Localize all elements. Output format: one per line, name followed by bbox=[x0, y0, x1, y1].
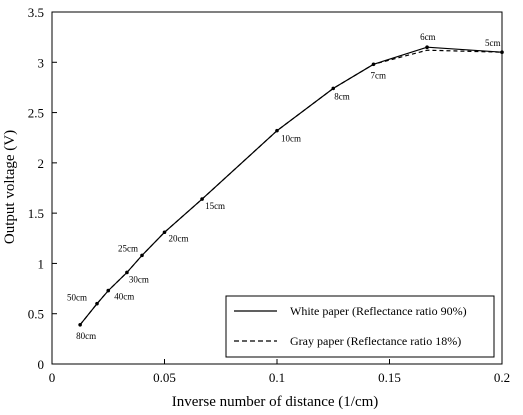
point-label: 40cm bbox=[114, 292, 134, 302]
x-tick-label: 0.05 bbox=[153, 370, 176, 385]
y-tick-label: 2.5 bbox=[28, 106, 44, 121]
x-axis: 0 0.05 0.1 0.15 0.2 bbox=[49, 359, 510, 385]
y-tick-label: 1.5 bbox=[28, 206, 44, 221]
y-axis: 0 0.5 1 1.5 2 2.5 3 3.5 bbox=[28, 5, 57, 372]
y-tick-label: 0.5 bbox=[28, 307, 44, 322]
y-tick-label: 1 bbox=[38, 256, 45, 271]
legend: White paper (Reflectance ratio 90%) Gray… bbox=[225, 295, 495, 358]
point-label: 20cm bbox=[169, 233, 189, 243]
x-axis-title: Inverse number of distance (1/cm) bbox=[172, 394, 379, 410]
point-label: 50cm bbox=[67, 293, 87, 303]
point-labels: 80cm 50cm 40cm 30cm 25cm 20cm 15cm 10cm 8cm 7cm 6c… bbox=[67, 32, 501, 341]
series-line-1 bbox=[79, 49, 503, 326]
x-tick-label: 0 bbox=[49, 370, 56, 385]
data-point bbox=[500, 50, 504, 55]
y-axis-title: Output voltage (V) bbox=[2, 130, 18, 244]
y-tick-label: 3 bbox=[38, 55, 45, 70]
legend-label-white-paper: White paper (Reflectance ratio 90%) bbox=[290, 304, 467, 318]
series-layer bbox=[78, 45, 504, 327]
point-label: 6cm bbox=[420, 32, 436, 42]
data-point bbox=[425, 45, 429, 49]
point-label: 80cm bbox=[76, 331, 96, 341]
legend-label-gray-paper: Gray paper (Reflectance ratio 18%) bbox=[290, 334, 461, 348]
point-label: 8cm bbox=[334, 91, 350, 101]
y-tick-label: 2 bbox=[38, 156, 45, 171]
legend-box bbox=[225, 295, 495, 358]
x-tick-label: 0.2 bbox=[494, 370, 510, 385]
y-tick-label: 3.5 bbox=[28, 5, 44, 20]
point-label: 5cm bbox=[485, 38, 501, 48]
x-tick-label: 0.1 bbox=[269, 370, 285, 385]
x-tick-label: 0.15 bbox=[378, 370, 401, 385]
y-tick-label: 0 bbox=[38, 357, 45, 372]
point-label: 25cm bbox=[118, 243, 138, 253]
point-label: 15cm bbox=[205, 201, 225, 211]
point-label: 30cm bbox=[129, 274, 149, 284]
point-label: 10cm bbox=[281, 134, 301, 144]
point-label: 7cm bbox=[371, 70, 387, 80]
